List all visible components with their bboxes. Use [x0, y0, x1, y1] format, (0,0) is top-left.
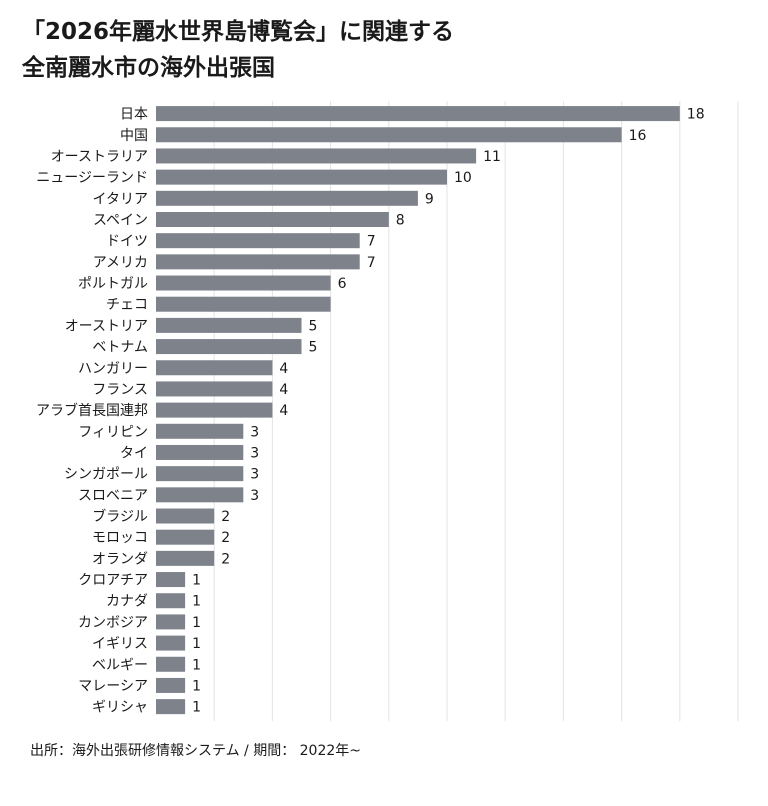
value-label: 8 — [396, 212, 405, 228]
value-label: 2 — [221, 551, 230, 567]
category-label: ブラジル — [92, 508, 148, 525]
value-label: 1 — [192, 573, 201, 589]
category-label: スロベニア — [78, 488, 148, 504]
bar — [156, 317, 302, 333]
bar — [156, 508, 215, 524]
bar — [156, 444, 244, 460]
category-label: フランス — [92, 382, 148, 398]
category-label: カナダ — [106, 594, 148, 610]
bar — [156, 487, 244, 503]
category-label: タイ — [120, 445, 148, 461]
category-label: ギリシャ — [92, 700, 148, 716]
category-label: モロッコ — [92, 530, 148, 546]
value-label: 16 — [629, 128, 647, 144]
value-label: 18 — [687, 107, 705, 123]
bar — [156, 550, 215, 566]
value-label: 4 — [279, 382, 288, 398]
bar — [156, 275, 331, 291]
value-label: 7 — [367, 255, 376, 271]
category-label: アメリカ — [93, 255, 148, 271]
value-label: 3 — [250, 488, 259, 504]
bar — [156, 635, 186, 651]
value-label: 1 — [192, 678, 201, 694]
value-label: 9 — [425, 191, 434, 207]
category-label: オーストリア — [65, 318, 148, 334]
category-label: ベルギー — [92, 657, 148, 673]
bar — [156, 211, 389, 227]
category-label: シンガポール — [64, 467, 148, 483]
category-label: イタリア — [93, 191, 148, 207]
value-label: 1 — [192, 700, 201, 716]
bar — [156, 190, 418, 206]
value-label: 2 — [221, 530, 230, 546]
value-label: 6 — [338, 276, 347, 292]
value-label: 11 — [483, 149, 501, 165]
chart-title-line2: 全南麗水市の海外出張国 — [22, 55, 275, 81]
bar — [156, 466, 244, 482]
category-label: 日本 — [120, 107, 148, 123]
bar — [156, 614, 186, 630]
source-note: 出所：海外出張研修情報システム / 期間： 2022年~ — [30, 743, 362, 759]
category-label: ハンガリー — [78, 361, 148, 377]
value-label: 3 — [250, 424, 259, 440]
category-label: チェコ — [106, 297, 148, 313]
category-label: イギリス — [92, 636, 148, 652]
bar — [156, 699, 186, 715]
value-label: 4 — [279, 403, 288, 419]
value-label: 5 — [309, 340, 318, 356]
value-label: 3 — [250, 467, 259, 483]
bar — [156, 169, 447, 185]
bar — [156, 360, 273, 376]
bar — [156, 296, 331, 312]
bar — [156, 423, 244, 439]
bar — [156, 572, 186, 588]
category-label: オーストラリア — [51, 149, 148, 165]
bar — [156, 402, 273, 418]
chart-title-line1: 「2026年麗水世界島博覧会」に関連する — [22, 19, 455, 45]
bar — [156, 677, 186, 693]
category-label: 中国 — [120, 128, 148, 144]
category-label: ドイツ — [106, 234, 148, 250]
bar — [156, 127, 622, 143]
category-label: マレーシア — [78, 678, 148, 694]
bar — [156, 529, 215, 545]
value-label: 10 — [454, 170, 472, 186]
bar — [156, 233, 360, 249]
category-label: フィリピン — [78, 424, 148, 440]
bar — [156, 656, 186, 672]
category-label: クロアチア — [78, 573, 148, 589]
bar — [156, 381, 273, 397]
category-label: カンボジア — [78, 615, 148, 631]
value-label: 4 — [279, 361, 288, 377]
bar — [156, 339, 302, 355]
value-label: 5 — [309, 318, 318, 334]
category-label: ポルトガル — [78, 276, 148, 292]
value-label: 1 — [192, 615, 201, 631]
category-label: スペイン — [93, 212, 148, 228]
bar — [156, 593, 186, 609]
category-label: ベトナム — [92, 340, 148, 356]
value-label: 7 — [367, 234, 376, 250]
bar — [156, 106, 680, 122]
value-label: 1 — [192, 594, 201, 610]
bar — [156, 148, 477, 164]
bar — [156, 254, 360, 270]
value-label: 3 — [250, 445, 259, 461]
value-label: 1 — [192, 657, 201, 673]
value-label: 1 — [192, 636, 201, 652]
value-label: 2 — [221, 509, 230, 525]
category-label: アラブ首長国連邦 — [36, 402, 148, 419]
category-label: ニュージーランド — [36, 170, 148, 186]
category-label: オランダ — [92, 551, 148, 567]
